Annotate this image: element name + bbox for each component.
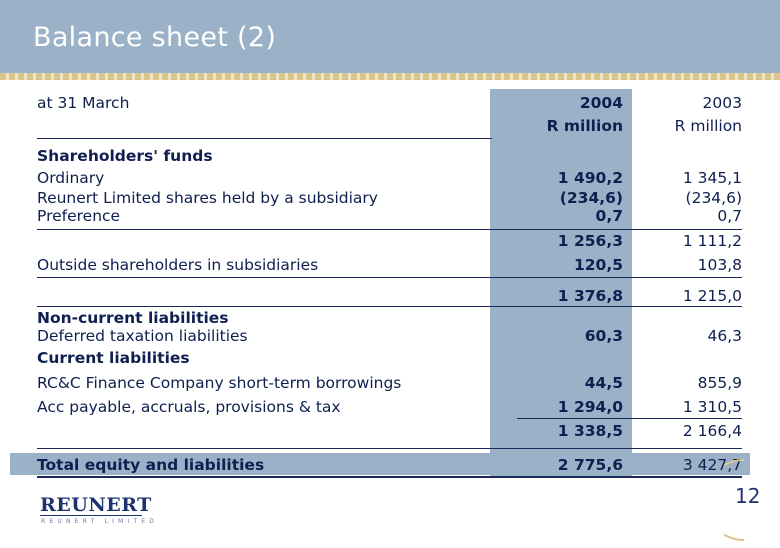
subtotal2-2004: 1 376,8 [557,287,623,305]
row-total-2004: 2 775,6 [557,456,623,474]
row-preference-label: Preference [37,207,121,225]
subtotal-rule-2 [37,277,742,278]
total-rule-top [37,448,742,449]
page-corner-arc-icon [724,459,745,541]
reunert-logo-subtitle: REUNERT LIMITED [41,518,159,525]
section-non-current-liabilities: Non-current liabilities [37,309,229,327]
row-ordinary-2004: 1 490,2 [557,169,623,187]
row-total-label: Total equity and liabilities [37,456,265,474]
col-2004-year: 2004 [579,94,623,112]
row-subsidiary-shares-2003: (234,6) [685,189,742,207]
row-rcc-finance-label: RC&C Finance Company short-term borrowin… [37,374,402,392]
subtotal-rule-1 [37,229,742,230]
col-2003-year: 2003 [702,94,742,112]
row-subsidiary-shares-label: Reunert Limited shares held by a subsidi… [37,189,378,207]
row-preference-2004: 0,7 [595,207,623,225]
title-bar: Balance sheet (2) [0,0,780,76]
section-rule [37,306,742,307]
total-rule-bottom [37,476,742,478]
row-ordinary-label: Ordinary [37,169,105,187]
subtotal3-2003: 2 166,4 [682,422,742,440]
row-acc-payable-2004: 1 294,0 [557,398,623,416]
row-deferred-tax-2003: 46,3 [707,327,742,345]
row-acc-payable-2003: 1 310,5 [682,398,742,416]
row-acc-payable-label: Acc payable, accruals, provisions & tax [37,398,341,416]
row-preference-2003: 0,7 [717,207,742,225]
subtotal1-2004: 1 256,3 [557,232,623,250]
header-rule [37,138,492,139]
section-current-liabilities: Current liabilities [37,349,190,367]
subtotal1-2003: 1 111,2 [682,232,742,250]
row-rcc-finance-2003: 855,9 [697,374,742,392]
row-rcc-finance-2004: 44,5 [584,374,623,392]
row-ordinary-2003: 1 345,1 [682,169,742,187]
subtotal2-2003: 1 215,0 [682,287,742,305]
row-outside-shareholders-2003: 103,8 [697,256,742,274]
row-deferred-tax-2004: 60,3 [584,327,623,345]
reunert-logo: REUNERT [40,494,152,516]
row-outside-shareholders-2004: 120,5 [573,256,623,274]
col-2004-unit: R million [546,117,623,135]
row-deferred-tax-label: Deferred taxation liabilities [37,327,248,345]
header-stripe [0,73,780,80]
row-outside-shareholders-label: Outside shareholders in subsidiaries [37,256,319,274]
date-label: at 31 March [37,94,130,112]
page-title: Balance sheet (2) [33,22,277,53]
row-subsidiary-shares-2004: (234,6) [559,189,623,207]
logo-underline [40,515,142,516]
row-total-2003: 3 427,7 [682,456,742,474]
section-shareholders-funds: Shareholders' funds [37,147,213,165]
col-2003-unit: R million [674,117,742,135]
page-number: 12 [735,484,761,508]
subtotal3-2004: 1 338,5 [557,422,623,440]
total-band [10,453,750,475]
column-2004-highlight [490,89,632,476]
subtotal-rule-3 [517,418,742,419]
